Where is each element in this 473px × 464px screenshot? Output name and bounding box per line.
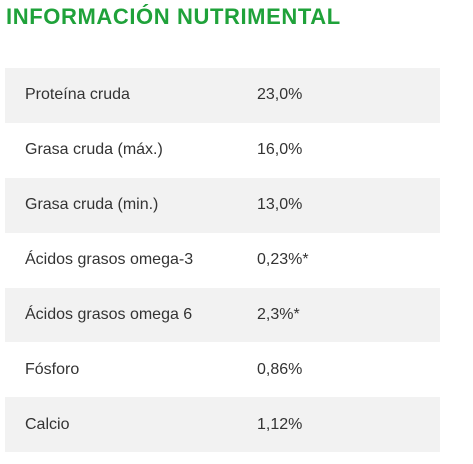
nutrient-value: 0,86%	[257, 360, 303, 378]
nutrient-label: Ácidos grasos omega 6	[25, 306, 193, 323]
nutrition-table: Proteína cruda 23,0% Grasa cruda (máx.) …	[5, 68, 440, 453]
table-row: Ácidos grasos omega 6 2,3%*	[5, 287, 440, 343]
nutrient-label: Fósforo	[25, 360, 80, 378]
nutrient-label: Calcio	[25, 415, 70, 433]
page-title: INFORMACIÓN NUTRIMENTAL	[6, 4, 341, 29]
table-row: Fósforo 0,86%	[5, 342, 440, 397]
nutrient-label: Ácidos grasos omega-3	[25, 251, 194, 269]
nutrient-label: Grasa cruda (máx.)	[25, 141, 163, 159]
nutrient-value: 1,12%	[257, 415, 303, 433]
nutrient-value: 23,0%	[257, 86, 303, 104]
table-row: Calcio 1,12%	[5, 397, 440, 453]
table-row: Grasa cruda (min.) 13,0%	[5, 177, 440, 233]
nutrient-value: 13,0%	[257, 196, 303, 214]
nutrient-value: 16,0%	[257, 141, 303, 159]
table-row: Proteína cruda 23,0%	[5, 68, 440, 123]
nutrient-value: 2,3%*	[257, 306, 300, 323]
nutrient-value: 0,23%*	[257, 251, 309, 269]
nutrient-label: Grasa cruda (min.)	[25, 196, 159, 214]
nutrient-label: Proteína cruda	[25, 86, 130, 104]
table-row: Ácidos grasos omega-3 0,23%*	[5, 233, 440, 288]
table-row: Grasa cruda (máx.) 16,0%	[5, 123, 440, 178]
